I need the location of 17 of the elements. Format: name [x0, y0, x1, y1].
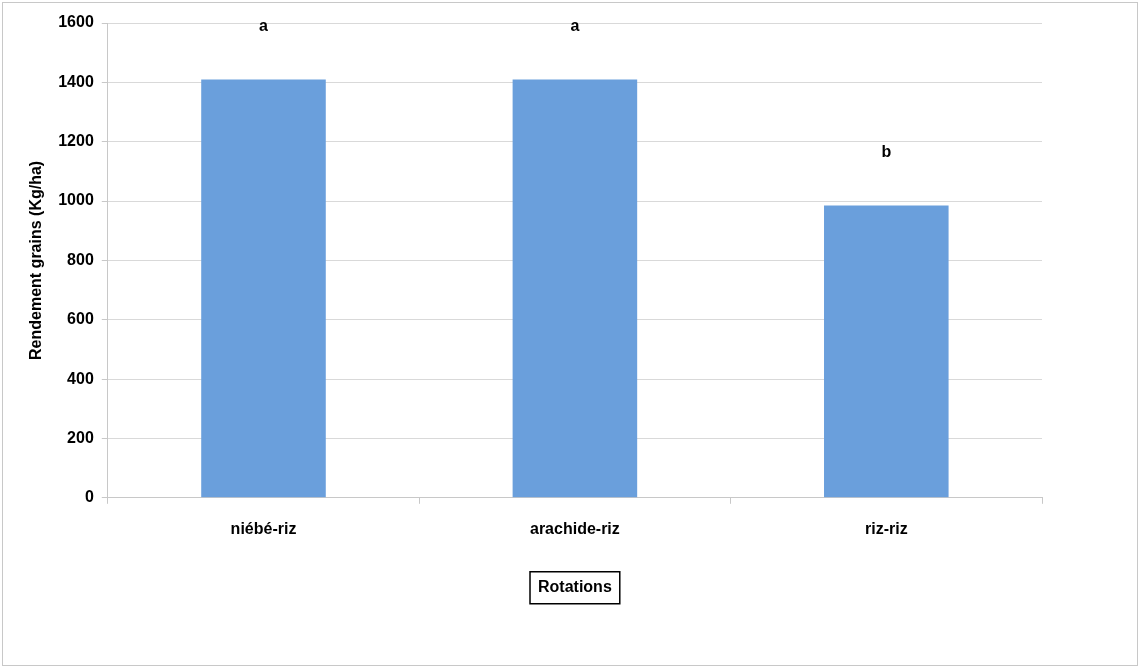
y-tick-label: 200 [67, 428, 94, 446]
y-tick-label: 1400 [58, 72, 94, 90]
y-axis-title: Rendement grains (Kg/ha) [27, 160, 45, 360]
annotation: b [881, 142, 892, 160]
annotation: a [570, 16, 580, 34]
y-tick-label: 0 [84, 488, 94, 506]
y-tick-label: 1600 [58, 13, 94, 31]
x-axis-title: Rotations [538, 578, 612, 596]
y-tick-label: 400 [67, 369, 94, 387]
x-tick-label: niébé-riz [230, 519, 297, 537]
y-tick-label: 600 [67, 310, 94, 328]
y-tick-label: 800 [67, 250, 94, 268]
y-tick-label: 1000 [58, 191, 94, 209]
x-tick-label: arachide-riz [529, 519, 620, 537]
x-tick-label: riz-riz [864, 519, 908, 537]
y-tick-label: 1200 [58, 132, 94, 150]
annotation: a [259, 16, 269, 34]
